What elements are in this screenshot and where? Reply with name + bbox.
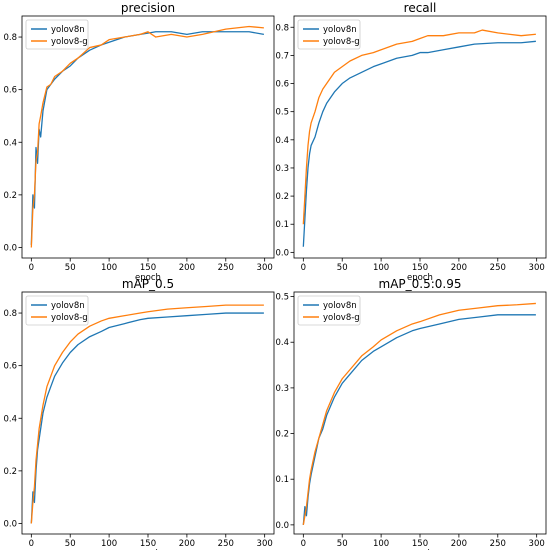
- legend-label: yolov8n: [51, 25, 85, 35]
- x-tick-label: 300: [529, 539, 545, 549]
- x-axis-label: epoch: [135, 273, 161, 283]
- y-tick-label: 0.8: [3, 309, 17, 319]
- x-tick-label: 0: [301, 263, 306, 273]
- y-tick-label: 0.0: [275, 521, 289, 531]
- y-tick-label: 0.2: [3, 191, 17, 201]
- x-tick-label: 250: [490, 539, 506, 549]
- x-axis-label: epoch: [407, 273, 433, 283]
- y-tick-label: 0.1: [275, 220, 289, 230]
- y-tick-label: 0.4: [275, 136, 289, 146]
- x-tick-label: 150: [140, 263, 156, 273]
- subplot-1: 0 50 100 150 200 250 300 0.0 0.2 0.4 0.6 0.8 precisi…: [3, 1, 275, 283]
- y-tick-label: 0.2: [275, 430, 289, 440]
- legend: yolov8n yolov8-g: [25, 19, 89, 50]
- x-tick-label: 250: [490, 263, 506, 273]
- y-tick-label: 0.0: [3, 243, 17, 253]
- y-tick-label: 0.6: [3, 362, 17, 372]
- x-tick-label: 300: [257, 539, 273, 549]
- x-tick-label: 50: [337, 263, 348, 273]
- y-tick-label: 0.6: [275, 80, 289, 90]
- legend: yolov8n yolov8-g: [297, 295, 361, 326]
- legend-label: yolov8-g: [51, 37, 88, 47]
- plot-title: mAP_0.5:0.95: [379, 277, 462, 291]
- series-line-yolov8n: [302, 314, 536, 525]
- x-tick-label: 0: [29, 539, 34, 549]
- series-line-yolov8n: [302, 40, 536, 247]
- x-tick-label: 200: [179, 263, 195, 273]
- legend-label: yolov8-g: [323, 313, 360, 323]
- x-tick-label: 150: [412, 539, 428, 549]
- x-tick-label: 0: [301, 539, 306, 549]
- legend-label: yolov8n: [51, 301, 85, 311]
- y-tick-label: 0.7: [275, 51, 289, 61]
- x-tick-label: 250: [218, 539, 234, 549]
- plot-title: precision: [121, 1, 175, 15]
- x-tick-label: 150: [140, 539, 156, 549]
- legend-label: yolov8-g: [323, 37, 360, 47]
- y-tick-label: 0.2: [3, 467, 17, 477]
- axes-frame: [21, 291, 275, 535]
- y-tick-label: 0.4: [3, 414, 17, 424]
- legend-label: yolov8-g: [51, 313, 88, 323]
- x-tick-label: 100: [101, 263, 117, 273]
- x-tick-label: 150: [412, 263, 428, 273]
- series-line-yolov8-g: [30, 304, 264, 524]
- axes-frame: [21, 15, 275, 259]
- y-tick-label: 0.8: [3, 33, 17, 43]
- series-line-yolov8n: [30, 31, 265, 245]
- y-tick-label: 0.1: [275, 475, 289, 485]
- y-tick-label: 0.4: [275, 338, 289, 348]
- y-tick-label: 0.4: [3, 138, 17, 148]
- y-tick-label: 0.3: [275, 384, 289, 394]
- plot-title: mAP_0.5: [122, 277, 174, 291]
- y-tick-label: 0.0: [275, 248, 289, 258]
- x-tick-label: 200: [451, 539, 467, 549]
- series-line-yolov8n: [30, 312, 264, 524]
- legend-label: yolov8n: [323, 301, 357, 311]
- x-tick-label: 100: [101, 539, 117, 549]
- y-tick-label: 0.6: [3, 86, 17, 96]
- x-tick-label: 50: [337, 539, 348, 549]
- y-tick-label: 0.5: [275, 108, 289, 118]
- y-tick-label: 0.3: [275, 164, 289, 174]
- x-tick-label: 100: [373, 539, 389, 549]
- legend-label: yolov8n: [323, 25, 357, 35]
- subplot-2: 0 50 100 150 200 250 300 0.0 0.1 0.2 0.3 0.4 0.5 0.6 0…: [275, 1, 547, 283]
- x-tick-label: 200: [451, 263, 467, 273]
- y-tick-label: 0.0: [3, 519, 17, 529]
- x-tick-label: 100: [373, 263, 389, 273]
- x-tick-label: 0: [29, 263, 34, 273]
- plot-title: recall: [404, 1, 437, 15]
- series-line-yolov8-g: [30, 25, 264, 248]
- x-tick-label: 300: [529, 263, 545, 273]
- x-tick-label: 50: [65, 263, 76, 273]
- x-tick-label: 300: [257, 263, 273, 273]
- y-tick-label: 0.2: [275, 192, 289, 202]
- y-tick-label: 0.5: [275, 293, 289, 303]
- y-tick-label: 0.8: [275, 23, 289, 33]
- series-line-yolov8-g: [302, 29, 536, 225]
- legend: yolov8n yolov8-g: [25, 295, 89, 326]
- subplot-3: 0 50 100 150 200 250 300 0.0 0.2 0.4 0.6 0.8 mAP_0.5…: [3, 277, 275, 550]
- x-tick-label: 200: [179, 539, 195, 549]
- series-line-yolov8-g: [302, 302, 536, 525]
- x-tick-label: 50: [65, 539, 76, 549]
- legend: yolov8n yolov8-g: [297, 19, 361, 50]
- subplot-4: 0 50 100 150 200 250 300 0.0 0.1 0.2 0.3 0.4 0.5 mAP_…: [275, 277, 547, 550]
- x-tick-label: 250: [218, 263, 234, 273]
